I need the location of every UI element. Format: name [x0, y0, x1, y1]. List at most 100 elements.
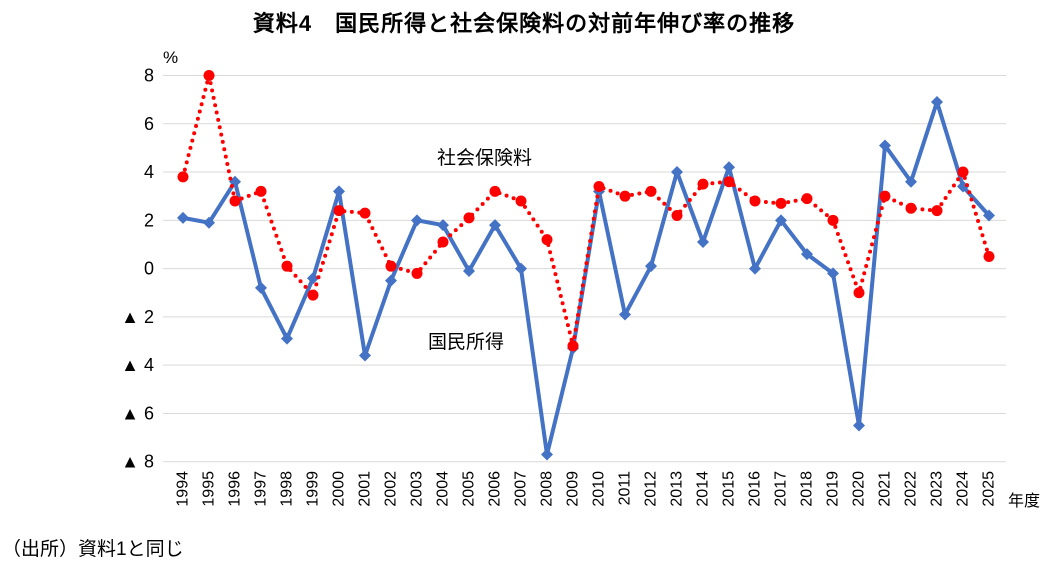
data-point-marker	[749, 262, 761, 275]
x-tick-label-2006: 2006	[487, 471, 504, 507]
data-point-marker	[905, 202, 917, 214]
data-point-marker	[203, 216, 215, 229]
x-tick-label-2010: 2010	[591, 471, 608, 507]
data-point-marker	[983, 209, 995, 222]
data-point-marker	[905, 175, 917, 188]
data-point-marker	[723, 161, 735, 174]
x-tick-label-1995: 1995	[201, 471, 218, 507]
data-point-marker	[801, 248, 813, 261]
data-point-marker	[177, 211, 189, 224]
y-axis-unit-label: %	[163, 48, 179, 67]
data-point-marker	[853, 287, 865, 299]
y-tick-label: ▲ 2	[121, 307, 154, 327]
x-tick-label-2008: 2008	[539, 471, 556, 507]
data-point-marker	[307, 289, 319, 301]
data-point-marker	[775, 197, 787, 209]
data-point-marker	[281, 332, 293, 345]
x-tick-label-2001: 2001	[357, 471, 374, 507]
data-point-marker	[463, 212, 475, 224]
data-point-marker	[619, 308, 631, 321]
chart-title: 資料4 国民所得と社会保険料の対前年伸び率の推移	[252, 11, 796, 36]
x-tick-label-2025: 2025	[981, 471, 998, 507]
data-point-marker	[567, 340, 579, 352]
data-point-marker	[879, 139, 891, 152]
x-tick-label-1997: 1997	[253, 471, 270, 507]
data-point-marker	[749, 195, 761, 207]
data-point-marker	[697, 236, 709, 249]
data-point-marker	[671, 209, 683, 221]
data-point-marker	[541, 448, 553, 461]
data-point-marker	[515, 262, 527, 275]
y-tick-label: ▲ 6	[121, 403, 154, 423]
x-tick-label-2018: 2018	[799, 471, 816, 507]
x-tick-label-2011: 2011	[617, 471, 634, 506]
data-point-marker	[983, 251, 995, 263]
data-point-marker	[645, 260, 657, 273]
x-tick-label-2015: 2015	[721, 471, 738, 507]
y-tick-label: 2	[144, 210, 154, 230]
data-point-marker	[671, 166, 683, 179]
data-point-marker	[385, 274, 397, 287]
source-note: （出所）資料1と同じ	[2, 539, 184, 560]
y-tick-label: 6	[144, 114, 154, 134]
data-point-marker	[645, 185, 657, 197]
y-tick-label: 0	[144, 259, 154, 279]
x-tick-label-2003: 2003	[409, 471, 426, 507]
x-tick-label-2017: 2017	[773, 471, 790, 507]
series-label-national-income: 国民所得	[428, 332, 505, 353]
x-tick-label-2007: 2007	[513, 471, 530, 507]
x-tick-label-2009: 2009	[565, 471, 582, 507]
data-point-marker	[957, 166, 969, 178]
series-line	[181, 73, 991, 348]
data-point-marker	[307, 272, 319, 285]
x-tick-label-2012: 2012	[643, 471, 660, 507]
data-point-marker	[723, 176, 735, 188]
x-tick-label-1994: 1994	[175, 471, 192, 507]
data-point-marker	[437, 236, 449, 248]
x-tick-label-2005: 2005	[461, 471, 478, 507]
x-tick-label-2000: 2000	[331, 471, 348, 507]
y-tick-label: 4	[144, 162, 154, 182]
y-axis-tick-labels: 8 6 4 2 0 ▲ 2 ▲ 4 ▲ 6 ▲ 8	[121, 65, 154, 471]
x-tick-label-2023: 2023	[929, 471, 946, 507]
data-point-marker	[489, 185, 501, 197]
data-point-marker	[281, 260, 293, 272]
data-point-marker	[177, 171, 189, 183]
series-label-social-insurance: 社会保険料	[437, 148, 533, 169]
series-social-insurance	[177, 69, 995, 352]
x-tick-label-2016: 2016	[747, 471, 764, 507]
data-point-marker	[411, 214, 423, 227]
x-axis-tick-labels: 1994 1995 1996 1997 1998 1999 2000 2001 2002 2003…	[175, 471, 998, 507]
x-tick-label-2020: 2020	[851, 471, 868, 507]
y-tick-label: ▲ 8	[121, 452, 154, 472]
x-tick-label-1999: 1999	[305, 471, 322, 507]
x-tick-label-2004: 2004	[435, 471, 452, 507]
data-point-marker	[437, 219, 449, 232]
x-tick-label-2022: 2022	[903, 471, 920, 507]
data-point-marker	[931, 205, 943, 217]
x-tick-label-2014: 2014	[695, 471, 712, 507]
data-point-marker	[463, 265, 475, 278]
data-point-marker	[931, 96, 943, 109]
data-point-marker	[827, 214, 839, 226]
data-point-marker	[593, 181, 605, 193]
y-tick-label: ▲ 4	[121, 355, 154, 375]
data-point-marker	[515, 195, 527, 207]
data-point-marker	[827, 267, 839, 280]
x-tick-label-2019: 2019	[825, 471, 842, 507]
data-point-marker	[333, 205, 345, 217]
data-point-marker	[359, 207, 371, 219]
data-point-marker	[229, 195, 241, 207]
data-point-marker	[775, 214, 787, 227]
data-point-marker	[255, 281, 267, 294]
x-tick-label-1998: 1998	[279, 471, 296, 507]
x-axis-unit-label: 年度	[1008, 493, 1041, 510]
data-point-marker	[619, 190, 631, 202]
x-tick-label-2024: 2024	[955, 471, 972, 507]
data-point-marker	[879, 190, 891, 202]
data-point-marker	[203, 69, 215, 81]
data-point-marker	[359, 349, 371, 362]
data-point-marker	[853, 419, 865, 432]
